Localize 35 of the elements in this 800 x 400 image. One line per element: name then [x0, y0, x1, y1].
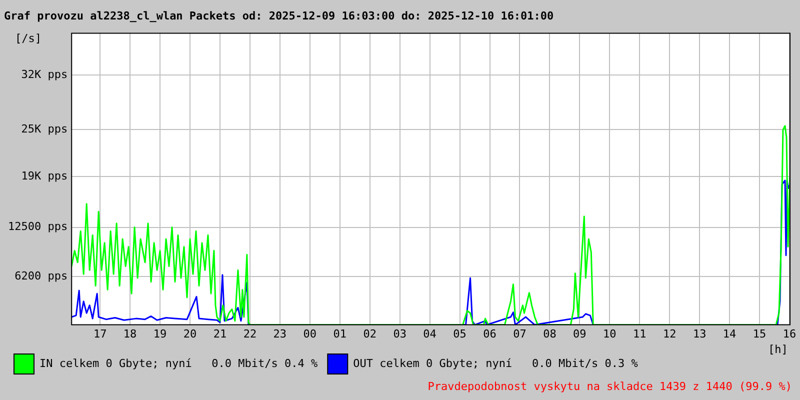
chart-title: Graf provozu al2238_cl_wlan Packets od: 2025-12-09 16:03:00 do: 2025-12-10 16:01:00 [4, 9, 554, 22]
x-tick-label: 16 [782, 327, 796, 340]
x-tick-label: 06 [483, 327, 496, 340]
x-tick-label: 12 [662, 327, 676, 340]
y-tick-label: 12500 pps [8, 220, 68, 234]
x-tick-label: 05 [453, 327, 466, 340]
x-tick-label: 10 [603, 327, 616, 340]
y-tick-label: 19K pps [21, 169, 68, 182]
x-tick-label: 23 [273, 327, 287, 340]
x-tick-label: 02 [363, 327, 376, 340]
y-tick-label: 32K pps [21, 68, 68, 81]
x-tick-label: 03 [393, 327, 406, 340]
x-tick-label: 18 [123, 327, 137, 340]
x-tick-label: 13 [692, 327, 706, 340]
legend-label: IN celkem 0 Gbyte; nyní 0.0 Mbit/s 0.4 % [40, 356, 318, 370]
x-tick-label: 01 [333, 327, 347, 340]
x-tick-label: 20 [183, 327, 197, 340]
x-tick-label: 15 [752, 327, 766, 340]
x-tick-label: 07 [513, 327, 526, 340]
x-tick-label: 21 [213, 327, 227, 340]
x-tick-label: 14 [722, 327, 737, 340]
x-tick-label: 00 [303, 327, 317, 340]
y-tick-label: 25K pps [21, 122, 68, 136]
legend-label: OUT celkem 0 Gbyte; nyní 0.0 Mbit/s 0.3 % [353, 356, 638, 370]
x-tick-label: 11 [633, 327, 646, 340]
x-tick-label: 04 [423, 327, 437, 340]
x-tick-label: 09 [573, 327, 586, 340]
x-tick-label: 22 [243, 327, 257, 340]
y-tick-label: 6200 pps [14, 269, 68, 282]
x-tick-label: 17 [93, 327, 107, 340]
y-axis-title: [/s] [15, 32, 42, 46]
x-tick-label: 08 [543, 327, 556, 340]
text: Pravdepodobnost vyskytu na skladce 1439 z 1440 (99.9 %) [428, 380, 792, 393]
x-tick-label: 19 [153, 327, 167, 340]
x-axis-title: [h] [768, 343, 788, 356]
